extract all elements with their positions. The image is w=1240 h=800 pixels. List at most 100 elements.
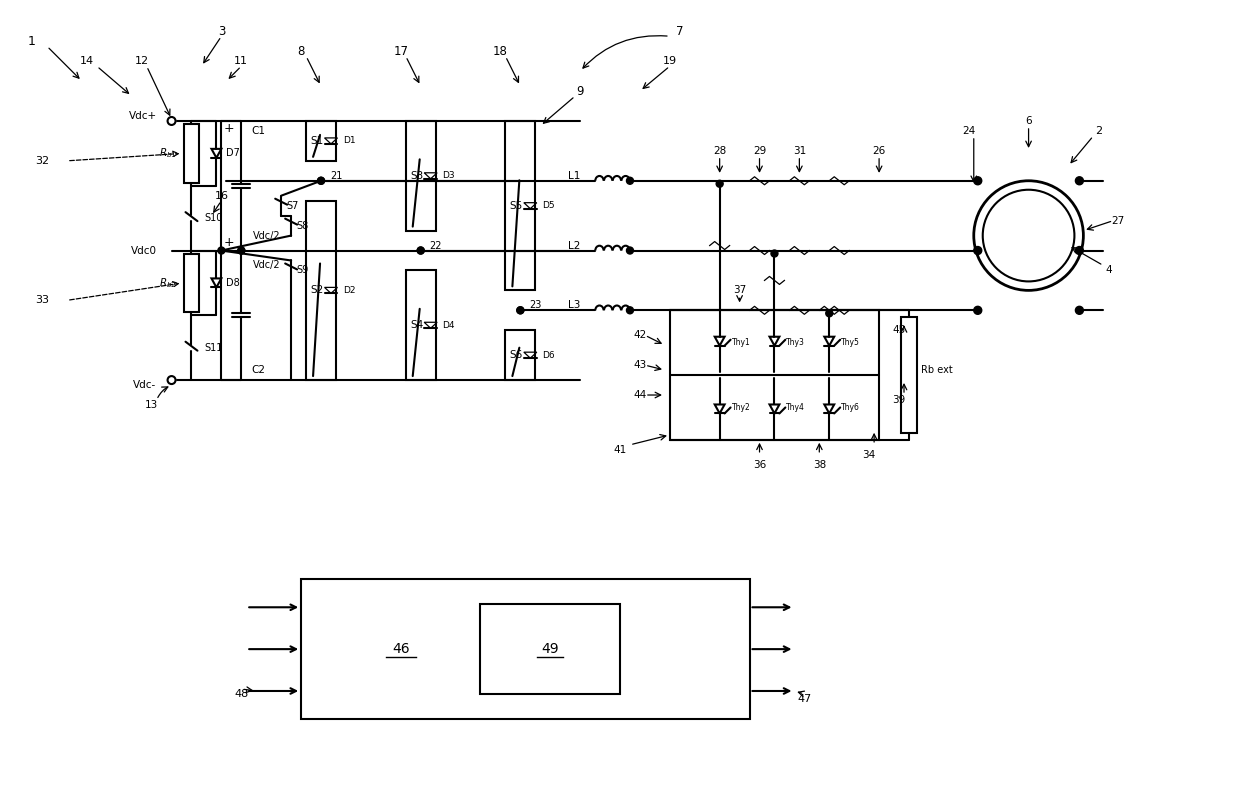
Text: 48: 48	[234, 689, 248, 699]
Text: 34: 34	[863, 450, 875, 460]
Text: D6: D6	[542, 350, 554, 360]
Circle shape	[1075, 306, 1084, 314]
Bar	[184, 254, 200, 312]
Text: D2: D2	[343, 286, 356, 295]
Text: Rb ext: Rb ext	[921, 365, 952, 375]
Text: 33: 33	[35, 295, 50, 306]
Text: 2: 2	[1095, 126, 1102, 136]
Text: 19: 19	[662, 56, 677, 66]
Circle shape	[826, 310, 833, 317]
Circle shape	[517, 307, 523, 314]
Text: $R_{b2}$: $R_{b2}$	[159, 276, 176, 290]
Circle shape	[167, 117, 176, 125]
Text: S8: S8	[296, 221, 309, 230]
Text: S9: S9	[296, 266, 309, 275]
Text: D7: D7	[227, 148, 241, 158]
Text: 3: 3	[218, 25, 226, 38]
Text: 28: 28	[713, 146, 727, 156]
Text: C1: C1	[252, 126, 265, 136]
Circle shape	[1075, 177, 1084, 185]
Bar	[405, 270, 435, 380]
Bar	[306, 201, 336, 380]
Text: 38: 38	[812, 460, 826, 470]
Text: 14: 14	[79, 56, 94, 66]
Bar	[480, 604, 620, 694]
Bar	[301, 579, 749, 719]
Circle shape	[973, 306, 982, 314]
Circle shape	[167, 376, 176, 384]
Text: S3: S3	[410, 170, 423, 181]
Text: D1: D1	[343, 137, 356, 146]
Text: S1: S1	[310, 136, 324, 146]
Text: D8: D8	[227, 278, 241, 288]
Text: Thy4: Thy4	[786, 403, 805, 412]
Text: Thy2: Thy2	[732, 403, 750, 412]
Text: 49: 49	[542, 642, 559, 656]
Circle shape	[1075, 246, 1084, 254]
Text: Vdc/2: Vdc/2	[253, 261, 281, 270]
Circle shape	[626, 178, 634, 184]
Text: 43: 43	[634, 360, 646, 370]
Text: 1: 1	[29, 34, 36, 48]
Circle shape	[317, 178, 325, 184]
Text: 7: 7	[676, 25, 683, 38]
Circle shape	[317, 178, 325, 184]
Text: S2: S2	[310, 286, 324, 295]
Text: 24: 24	[962, 126, 976, 136]
Text: Thy6: Thy6	[841, 403, 861, 412]
Text: 22: 22	[429, 241, 441, 250]
Text: Vdc/2: Vdc/2	[253, 230, 281, 241]
Text: L1: L1	[568, 170, 580, 181]
Text: D5: D5	[542, 201, 554, 210]
Text: 47: 47	[797, 694, 811, 704]
Bar	[405, 121, 435, 230]
Circle shape	[238, 247, 244, 254]
Circle shape	[238, 247, 244, 254]
Text: $R_{b1}$: $R_{b1}$	[159, 146, 176, 160]
Bar	[901, 317, 916, 434]
Text: 21: 21	[330, 170, 342, 181]
Text: 6: 6	[1025, 116, 1032, 126]
Text: 29: 29	[753, 146, 766, 156]
Circle shape	[218, 247, 224, 254]
Text: S5: S5	[510, 201, 523, 210]
Text: 12: 12	[135, 56, 149, 66]
Text: 9: 9	[577, 85, 584, 98]
Text: Thy3: Thy3	[786, 338, 805, 347]
Text: 18: 18	[494, 45, 508, 58]
Text: 41: 41	[614, 445, 626, 455]
Circle shape	[973, 246, 982, 254]
Text: +: +	[224, 236, 234, 249]
Text: Thy1: Thy1	[732, 338, 750, 347]
Text: 4: 4	[1105, 266, 1111, 275]
Text: Thy5: Thy5	[841, 338, 861, 347]
Bar	[506, 330, 536, 380]
Text: 36: 36	[753, 460, 766, 470]
Text: Vdc-: Vdc-	[134, 380, 156, 390]
Text: 23: 23	[529, 300, 542, 310]
Text: 44: 44	[634, 390, 646, 400]
Text: 16: 16	[215, 190, 228, 201]
Circle shape	[417, 247, 424, 254]
Text: 45: 45	[893, 326, 905, 335]
Bar	[306, 121, 336, 161]
Bar	[670, 310, 879, 440]
Text: Vdc+: Vdc+	[129, 111, 156, 121]
Text: 46: 46	[392, 642, 409, 656]
Text: 42: 42	[634, 330, 646, 340]
Text: 31: 31	[792, 146, 806, 156]
Text: Vdc0: Vdc0	[130, 246, 156, 255]
Circle shape	[417, 247, 424, 254]
Circle shape	[517, 307, 523, 314]
Circle shape	[717, 180, 723, 187]
Text: 8: 8	[298, 45, 305, 58]
Text: L2: L2	[568, 241, 580, 250]
Text: L3: L3	[568, 300, 580, 310]
Text: 27: 27	[1111, 216, 1125, 226]
Circle shape	[771, 250, 777, 257]
Text: C2: C2	[252, 365, 265, 375]
Text: 32: 32	[35, 156, 50, 166]
Text: 17: 17	[393, 45, 408, 58]
Text: 11: 11	[234, 56, 248, 66]
Circle shape	[626, 247, 634, 254]
